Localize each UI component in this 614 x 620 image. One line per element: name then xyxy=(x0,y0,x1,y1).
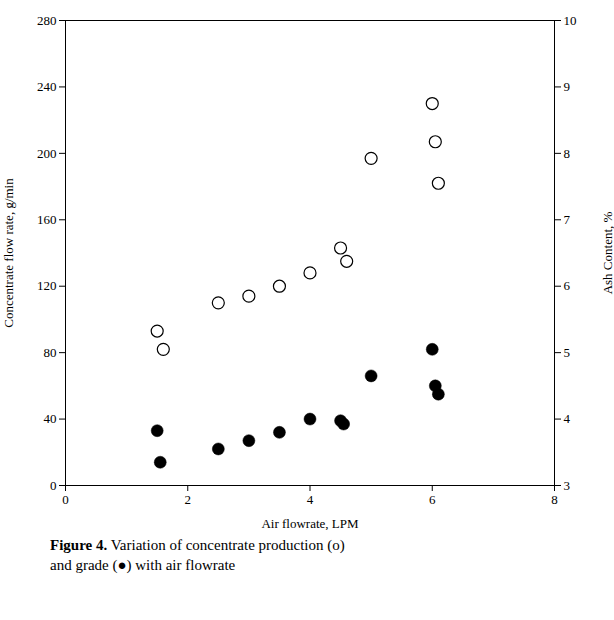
svg-text:120: 120 xyxy=(37,278,57,293)
svg-text:2: 2 xyxy=(185,492,192,507)
svg-text:40: 40 xyxy=(44,411,57,426)
svg-text:4: 4 xyxy=(564,411,571,426)
html-text:Figure 4. Variation of concent: Figure 4. Variation of concentrate produ… xyxy=(50,537,345,573)
svg-text:80: 80 xyxy=(44,345,57,360)
svg-text:200: 200 xyxy=(37,146,57,161)
svg-text:7: 7 xyxy=(564,212,571,227)
svg-text:Air flowrate, LPM: Air flowrate, LPM xyxy=(261,516,359,531)
svg-text:9: 9 xyxy=(564,79,571,94)
svg-text:4: 4 xyxy=(307,492,314,507)
svg-text:6: 6 xyxy=(429,492,436,507)
svg-text:280: 280 xyxy=(37,13,57,28)
svg-text:5: 5 xyxy=(564,345,571,360)
svg-text:Concentrate flow rate, g/min: Concentrate flow rate, g/min xyxy=(1,178,16,328)
svg-text:6: 6 xyxy=(564,278,571,293)
svg-text:Ash Content, %: Ash Content, % xyxy=(600,211,614,294)
svg-text:3: 3 xyxy=(564,478,571,493)
svg-text:8: 8 xyxy=(551,492,558,507)
svg-text:10: 10 xyxy=(564,13,577,28)
svg-text:0: 0 xyxy=(50,478,57,493)
svg-text:8: 8 xyxy=(564,146,571,161)
svg-text:160: 160 xyxy=(37,212,57,227)
svg-text:240: 240 xyxy=(37,79,57,94)
svg-text:0: 0 xyxy=(62,492,69,507)
